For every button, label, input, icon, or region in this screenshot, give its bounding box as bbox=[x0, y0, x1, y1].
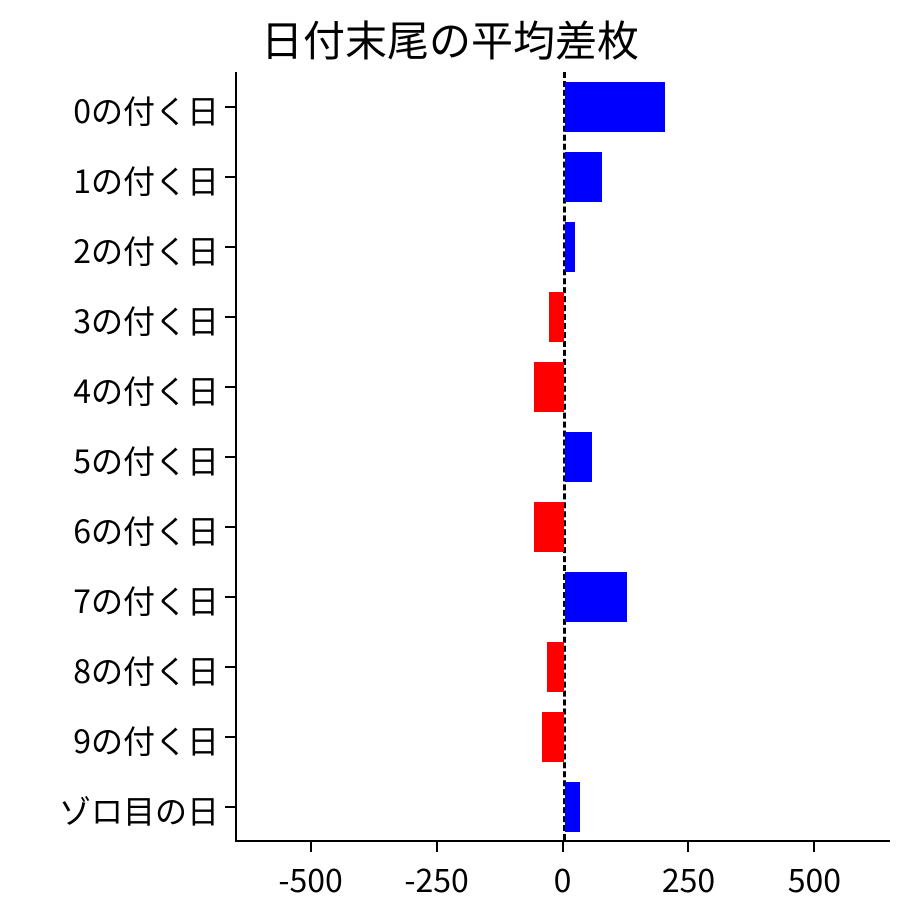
y-tick bbox=[225, 526, 235, 528]
x-tick-label: 250 bbox=[662, 856, 715, 902]
bar bbox=[534, 362, 564, 412]
x-tick-label: 500 bbox=[788, 856, 841, 902]
bar bbox=[565, 152, 603, 202]
bar bbox=[565, 782, 580, 832]
y-tick-label: 6の付く日 bbox=[73, 507, 219, 553]
x-tick bbox=[310, 842, 312, 852]
y-tick bbox=[225, 176, 235, 178]
y-tick-label: 5の付く日 bbox=[73, 437, 219, 483]
y-tick-label: 3の付く日 bbox=[73, 297, 219, 343]
y-tick bbox=[225, 596, 235, 598]
y-tick bbox=[225, 806, 235, 808]
x-tick bbox=[813, 842, 815, 852]
y-tick-label: 7の付く日 bbox=[73, 577, 219, 623]
y-tick bbox=[225, 666, 235, 668]
x-tick bbox=[436, 842, 438, 852]
chart-title: 日付末尾の平均差枚 bbox=[0, 8, 900, 69]
bar bbox=[542, 712, 565, 762]
x-tick bbox=[562, 842, 564, 852]
y-tick bbox=[225, 736, 235, 738]
x-tick-label: 0 bbox=[554, 856, 572, 902]
bar bbox=[565, 222, 575, 272]
y-tick-label: 9の付く日 bbox=[73, 717, 219, 763]
x-tick bbox=[687, 842, 689, 852]
y-tick bbox=[225, 456, 235, 458]
y-tick-label: 1の付く日 bbox=[73, 157, 219, 203]
bar bbox=[565, 432, 593, 482]
x-tick-label: -500 bbox=[278, 856, 342, 902]
bar bbox=[547, 642, 565, 692]
chart-container: 日付末尾の平均差枚 0の付く日 1の付く日 2の付く日 3の付く日 4の付く日 5の付く日… bbox=[0, 0, 900, 900]
bar bbox=[534, 502, 564, 552]
y-tick bbox=[225, 106, 235, 108]
bar bbox=[549, 292, 564, 342]
y-tick bbox=[225, 246, 235, 248]
y-tick bbox=[225, 386, 235, 388]
y-tick-label: 0の付く日 bbox=[73, 87, 219, 133]
y-tick-label: 2の付く日 bbox=[73, 227, 219, 273]
y-tick-label: 8の付く日 bbox=[73, 647, 219, 693]
plot-area bbox=[235, 72, 890, 842]
x-tick-label: -250 bbox=[404, 856, 468, 902]
y-tick bbox=[225, 316, 235, 318]
bar bbox=[565, 572, 628, 622]
y-tick-label: ゾロ目の日 bbox=[59, 787, 219, 833]
y-tick-label: 4の付く日 bbox=[73, 367, 219, 413]
bar bbox=[565, 82, 666, 132]
